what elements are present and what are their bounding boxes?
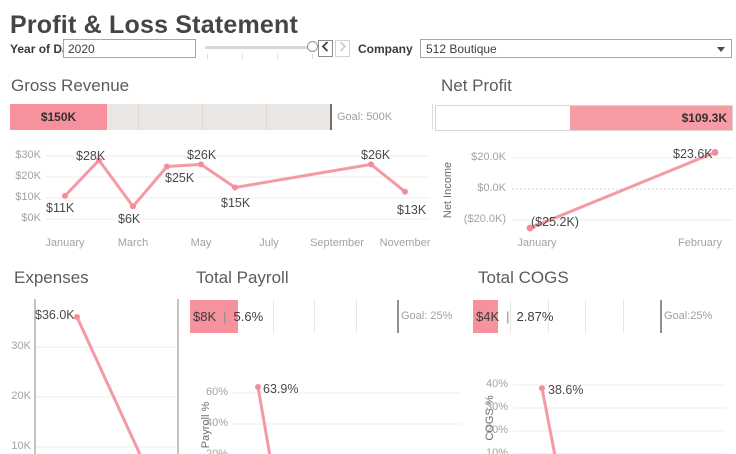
year-slider-track[interactable] [205,46,309,49]
total-payroll-bullet-bar[interactable] [190,300,238,333]
pane-border [432,104,433,130]
y-tick-label: 30% [485,401,508,413]
total-cogs-bullet-bar[interactable] [473,300,498,333]
slider-tick [242,54,243,59]
y-tick-label: 20K [11,390,31,402]
slider-tick [312,54,313,59]
gross-revenue-bullet-bar[interactable]: $150K [10,104,107,130]
total-cogs-values: $4K | 2.87% [476,300,553,333]
y-tick-label: $30K [15,149,41,161]
bullet-divider [585,300,586,333]
x-tick-label: January [45,237,85,249]
dashboard-title-clip: Profit & Loss Statement [10,11,440,34]
x-tick-label: July [259,237,279,249]
slider-tick [207,54,208,59]
bullet-divider [314,300,315,333]
gross-revenue-title: Gross Revenue [11,76,130,95]
y-tick-label: ($20.0K) [463,213,506,225]
y-tick-label: $0.0K [477,182,506,194]
separator: | [506,309,510,324]
chevron-right-icon [336,39,349,59]
net-profit-chart-area[interactable] [512,147,733,237]
bullet-divider [266,104,267,130]
expenses-title: Expenses [14,268,89,287]
x-tick-label: January [517,237,557,249]
bullet-divider [138,104,139,130]
year-input[interactable] [63,39,196,58]
payroll-amount: $8K [193,309,217,324]
year-slider-handle[interactable] [307,41,318,52]
total-cogs-goal: Goal:25% [664,310,713,322]
y-tick-label: $10K [15,191,41,203]
payroll-ratio: 5.6% [233,309,264,324]
cogs-amount: $4K [476,309,500,324]
payroll-chart-area[interactable] [232,368,461,454]
total-payroll-values: $8K | 5.6% [193,300,263,333]
bullet-divider [548,300,549,333]
bullet-divider [202,104,203,130]
net-profit-value: $109.3K [681,111,727,125]
y-tick-label: $0K [21,212,41,224]
total-cogs-title: Total COGS [478,268,569,287]
net-profit-title: Net Profit [441,76,512,95]
x-tick-label: September [310,237,364,249]
total-payroll-goal: Goal: 25% [401,310,453,322]
gross-revenue-value: $150K [40,110,77,124]
y-tick-label: 10K [11,440,31,452]
dashboard-title: Profit & Loss Statement [10,11,298,34]
cogs-ratio: 2.87% [516,309,554,324]
net-profit-bullet-bar[interactable]: $109.3K [570,106,732,130]
cogs-chart-area[interactable] [513,368,726,454]
slider-tick [277,54,278,59]
caret-down-icon [717,47,725,52]
prev-year-button[interactable] [318,40,333,57]
year-of-date-label: Year of Date [10,42,80,56]
company-label: Company [358,42,413,56]
y-tick-label: $20K [15,170,41,182]
gross-revenue-goal: Goal: 500K [337,111,393,123]
y-tick-label: 30K [11,340,31,352]
x-tick-label: February [677,237,723,249]
x-tick-label: March [117,237,149,249]
total-payroll-title: Total Payroll [196,268,289,287]
goal-marker-line [397,300,399,333]
x-tick-label: May [190,237,212,249]
goal-marker-line [330,104,332,130]
next-year-button[interactable] [335,40,350,57]
company-dropdown-value: 512 Boutique [426,42,497,56]
chevron-left-icon [319,39,332,59]
bullet-divider [510,300,511,333]
goal-marker-line [660,300,662,333]
y-tick-label: 10% [485,447,508,454]
y-tick-label: $20.0K [471,151,506,163]
cogs-pct-axis-title: COGS % [484,395,496,441]
payroll-pct-axis-title: Payroll % [200,401,212,449]
y-tick-label: 20% [485,424,508,436]
y-tick-label: 40% [485,378,508,390]
bullet-divider [623,300,624,333]
net-income-axis-title: Net Income [442,161,454,219]
bullet-divider [356,300,357,333]
separator: | [223,309,227,324]
bullet-divider [273,300,274,333]
gross-revenue-chart-area[interactable] [46,147,430,237]
x-tick-label: November [379,237,431,249]
company-dropdown[interactable]: 512 Boutique [420,39,732,58]
expenses-chart-area[interactable] [36,300,177,454]
